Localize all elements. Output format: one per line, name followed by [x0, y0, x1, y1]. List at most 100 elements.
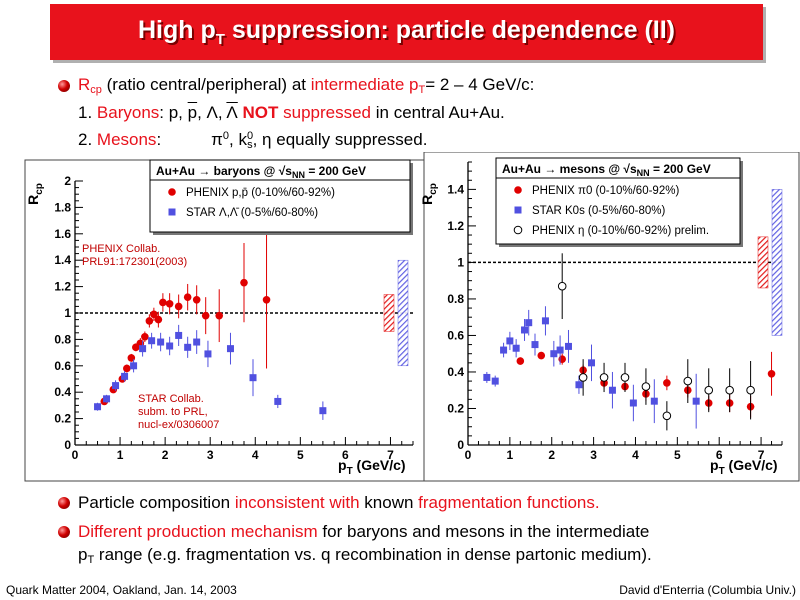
bullet2-text: Particle composition inconsistent with k…: [78, 493, 600, 512]
annotation-text: STAR Collab.: [138, 393, 204, 405]
x-tick-label: 4: [252, 448, 259, 462]
data-point: [683, 376, 693, 386]
y-axis-label-sub: cp: [428, 183, 439, 195]
y-tick-label: 0.2: [447, 401, 464, 415]
x-axis-label-units: (GeV/c): [353, 457, 406, 473]
legend-title-sub: NN: [292, 170, 305, 180]
data-point: [139, 345, 147, 353]
legend-box: [495, 157, 741, 245]
data-point: [557, 281, 567, 291]
legend-title: Au+Au → baryons @ √sNN = 200 GeV: [156, 164, 366, 180]
data-point: [608, 386, 616, 394]
data-point: [175, 331, 183, 339]
data-point: [157, 338, 165, 346]
data-point: [650, 397, 658, 405]
legend-entry: PHENIX π0 (0-10%/60-92%): [532, 185, 679, 197]
y-tick-label: 0: [64, 438, 71, 452]
data-point: [550, 350, 558, 358]
legend-box: [149, 159, 411, 233]
data-point: [521, 326, 529, 334]
data-point: [662, 411, 672, 421]
data-point: [725, 385, 734, 395]
data-point: [692, 397, 700, 405]
x-axis-label-main: p: [710, 457, 719, 473]
y-axis-label-sub: cp: [34, 183, 45, 195]
data-point: [556, 346, 564, 354]
y-tick-label: 1.4: [54, 253, 71, 267]
data-point: [123, 364, 131, 373]
y-tick-label: 0.6: [447, 328, 464, 342]
data-point: [240, 278, 248, 287]
footer-conference: Quark Matter 2004, Oakland, Jan. 14, 200…: [6, 583, 237, 597]
y-tick-label: 1.2: [447, 219, 464, 233]
x-tick-label: 5: [297, 448, 304, 462]
data-point: [174, 302, 183, 311]
data-point: [512, 344, 520, 352]
legend-title-rest: = 200 GeV: [650, 162, 711, 176]
data-point: [500, 346, 508, 354]
data-point: [226, 345, 234, 353]
y-axis-label: Rcp: [25, 183, 45, 205]
data-point: [148, 337, 156, 345]
x-tick-label: 7: [387, 448, 394, 462]
x-tick-label: 4: [632, 448, 639, 462]
data-point: [201, 311, 210, 320]
legend-marker: [514, 186, 522, 194]
x-axis-label: pT (GeV/c): [338, 457, 406, 477]
data-point: [531, 341, 539, 349]
systematic-band: [397, 259, 409, 367]
x-tick-label: 3: [207, 448, 214, 462]
y-tick-label: 1.2: [54, 280, 71, 294]
x-axis-label-main: p: [338, 457, 347, 473]
bullet1-line3: 2. Mesons: π0, k0s, η equally suppressed.: [78, 130, 428, 151]
annotation-text: nucl-ex/0306007: [138, 419, 219, 431]
data-point: [249, 374, 257, 382]
data-point: [746, 385, 755, 395]
x-axis-label-sub: T: [347, 466, 353, 477]
bullet1-line1: Rcp (ratio central/peripheral) at interm…: [78, 75, 535, 96]
x-tick-label: 2: [548, 448, 555, 462]
systematic-band: [757, 236, 769, 289]
y-tick-label: 0.4: [54, 385, 71, 399]
data-point: [150, 310, 158, 319]
bullet-icon: [58, 497, 70, 509]
legend-title-rest: = 200 GeV: [305, 164, 366, 178]
data-point: [141, 332, 149, 341]
data-point: [541, 317, 549, 325]
data-point: [629, 399, 637, 407]
data-point: [103, 395, 111, 403]
data-point: [183, 293, 192, 301]
data-point: [215, 311, 224, 320]
data-point: [483, 373, 491, 381]
data-point: [564, 342, 572, 350]
annotation-text: subm. to PRL,: [138, 406, 208, 418]
y-tick-label: 1.8: [54, 200, 71, 214]
data-point: [165, 299, 174, 308]
y-tick-label: 1: [64, 306, 71, 320]
data-point: [558, 355, 566, 363]
data-point: [159, 298, 167, 307]
y-tick-label: 0: [457, 438, 464, 452]
y-tick-label: 0.4: [447, 365, 464, 379]
legend-title-main: Au+Au → mesons @ √s: [502, 162, 637, 176]
bullet1-line2: 1. Baryons: p, p, Λ, Λ NOT suppressed in…: [78, 103, 505, 122]
data-point: [767, 369, 776, 378]
data-point: [130, 362, 138, 370]
legend-entry: STAR K0s (0-5%/60-80%): [532, 205, 666, 217]
data-point: [599, 373, 609, 382]
bullet-icon: [58, 526, 70, 538]
annotation-text: PHENIX Collab.: [82, 243, 160, 255]
bullet-icon: [58, 80, 70, 92]
data-point: [620, 373, 630, 382]
legend-marker: [168, 208, 176, 216]
data-point: [193, 338, 201, 346]
x-tick-label: 3: [590, 448, 597, 462]
data-point: [663, 379, 671, 387]
x-tick-label: 6: [342, 448, 349, 462]
slide-title: High pT suppression: particle dependence…: [137, 16, 676, 48]
data-point: [704, 385, 714, 395]
x-tick-label: 2: [162, 448, 169, 462]
x-axis-label-sub: T: [719, 466, 725, 477]
data-point: [112, 382, 120, 390]
y-tick-label: 2: [64, 174, 71, 188]
